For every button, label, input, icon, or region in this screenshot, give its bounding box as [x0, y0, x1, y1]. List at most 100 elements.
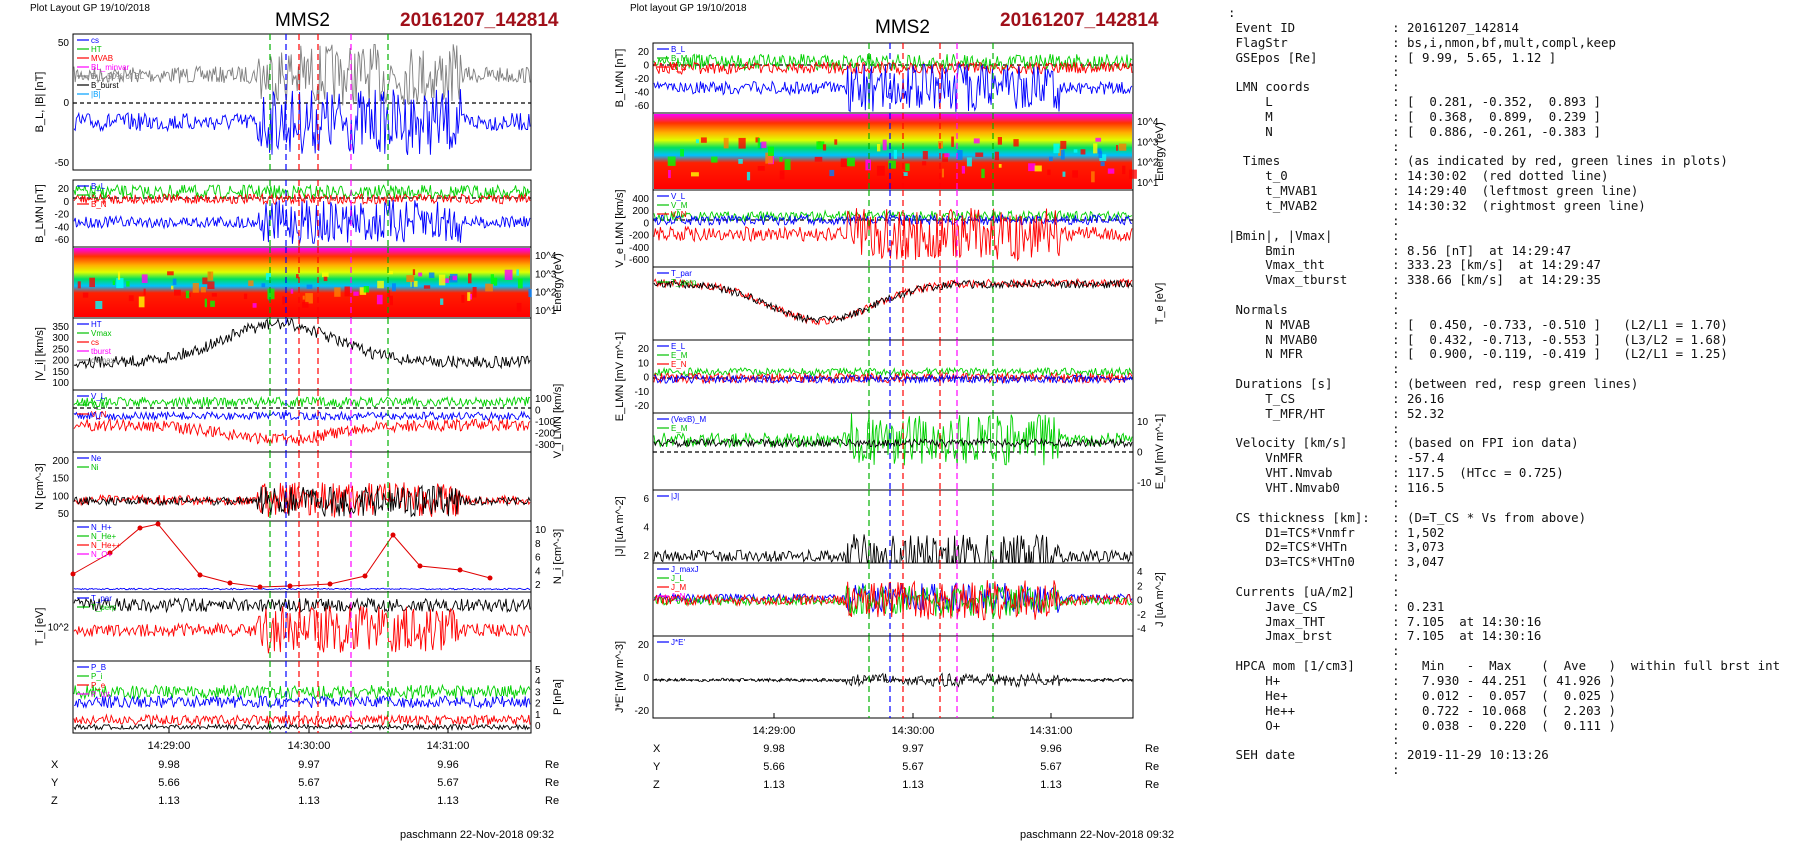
x-tick-label: 14:30:00 [892, 725, 935, 737]
y-tick-label: -60 [55, 235, 70, 246]
legend-label: cs [91, 338, 99, 347]
left-ephemeris-table: X 9.98 9.97 9.96 Re Y 5.66 5.67 5.67 Re Z 1.13 1.13 1… [51, 759, 559, 807]
series-line [653, 437, 1133, 449]
legend-label: N_H+ [91, 523, 112, 532]
series-line [73, 44, 531, 107]
y-tick-label: 300 [52, 333, 69, 344]
x-tick-label: 14:30:00 [288, 740, 331, 752]
spectrogram-texture [207, 271, 214, 281]
summary-line: D3=TCS*VHTn0 : 3,047 [1228, 554, 1445, 570]
spectrogram-texture [528, 289, 532, 298]
y-tick-label: 0 [535, 406, 541, 417]
y-tick-label: 350 [52, 322, 69, 333]
ephemeris-value: 9.98 [763, 743, 784, 755]
legend-label: N_He+ [91, 532, 116, 541]
spectrogram-texture [306, 284, 313, 289]
spectrogram-texture [761, 141, 767, 149]
spectrogram-texture [359, 287, 367, 295]
summary-line: LMN coords : [1228, 79, 1400, 95]
summary-line: D1=TCS*Vnmfr : 1,502 [1228, 524, 1445, 540]
spectrogram-texture [305, 293, 313, 304]
y-tick-label: 0 [643, 373, 649, 384]
y-tick-label: 0 [643, 218, 649, 229]
spectrogram-texture [112, 280, 115, 285]
series-line [653, 62, 1133, 113]
spectrogram-texture [888, 160, 896, 169]
ephemeris-unit: Re [545, 795, 559, 807]
legend-label: Ne [91, 454, 102, 463]
spectrogram-texture [490, 274, 494, 285]
legend-label: Ni [91, 463, 99, 472]
ephemeris-value: 1.13 [1040, 779, 1061, 791]
right-panel: 20 0 -20 -40 -60 B_LMN [nT] B_LB_MB_N [614, 42, 1134, 114]
spectrogram-texture [1060, 149, 1065, 160]
spectrogram-texture [1060, 140, 1067, 149]
spectrogram-texture [1095, 137, 1102, 142]
series-line [73, 484, 531, 518]
x-tick-label: 14:31:00 [427, 740, 470, 752]
legend-label: V_M [91, 401, 108, 410]
y-axis-label: B_L, |B| [nT] [34, 72, 46, 133]
spectrogram-texture [903, 172, 908, 176]
summary-line: t_0 : 14:30:02 (red dotted line) [1228, 168, 1609, 184]
spectrogram-texture [834, 139, 838, 145]
legend-label: E_M [671, 351, 688, 360]
spectrogram-texture [200, 287, 206, 293]
right-footer: paschmann 22-Nov-2018 09:32 [1020, 829, 1174, 841]
left-time-axis: 14:29:00 14:30:00 14:31:00 [148, 728, 470, 752]
spectrogram-texture [1095, 148, 1102, 154]
spectrogram-texture [975, 152, 984, 157]
y-axis-label: J [uA m^-2] [1154, 572, 1166, 627]
spectrogram-texture [290, 288, 294, 294]
series-line [653, 213, 1133, 227]
y-tick-label: -10 [1137, 478, 1152, 489]
spectrogram-texture [784, 159, 791, 170]
summary-line: He+ : 0.012 - 0.057 ( 0.025 ) [1228, 687, 1616, 703]
spectrogram-texture [779, 170, 785, 180]
summary-line: VHT.Nmvab0 : 116.5 [1228, 480, 1445, 495]
y-axis-label: E_M [mV m^-1] [1154, 414, 1166, 489]
legend-label: P_i [91, 672, 103, 681]
legend-label: P_B [91, 663, 106, 672]
series-line [653, 413, 1133, 467]
y-tick-label: -200 [535, 429, 555, 440]
spectrogram-texture [941, 168, 944, 178]
legend-label: P_tot [91, 690, 110, 699]
legend-label: B_L 50% of BL [91, 72, 145, 81]
spectrogram-texture [757, 166, 765, 171]
series-line [653, 60, 1133, 76]
spectrogram-texture [1129, 169, 1137, 179]
series-line [73, 482, 531, 518]
y-tick-label: -20 [635, 401, 650, 412]
spectrogram-texture [469, 293, 472, 300]
summary-line: Normals : [1228, 301, 1400, 317]
spectrogram-texture [82, 292, 89, 298]
y-tick-label: 10^3 [1137, 137, 1159, 148]
series-line [653, 584, 1133, 619]
y-tick-label: -20 [635, 706, 650, 717]
ephemeris-value: 1.13 [763, 779, 784, 791]
summary-line: N MVAB : [ 0.450, -0.733, -0.510 ] (L2/L… [1228, 316, 1728, 332]
summary-line: Currents [uA/m2] : [1228, 583, 1400, 599]
legend-label: T_perp [671, 278, 697, 287]
y-tick-label: -400 [629, 243, 649, 254]
ephemeris-axis-label: Y [51, 777, 59, 789]
ephemeris-value: 1.13 [298, 795, 319, 807]
ephemeris-unit: Re [545, 777, 559, 789]
legend-label: |B| [91, 90, 101, 99]
series-line [653, 208, 1133, 262]
spectrogram-texture [1122, 165, 1126, 175]
series-line [74, 694, 531, 710]
summary-line: HPCA mom [1/cm3] : Min - Max ( Ave ) wit… [1228, 658, 1781, 674]
spectrogram-texture [334, 287, 341, 297]
legend-label: B_L [91, 182, 106, 191]
y-tick-label: 10^2 [535, 288, 557, 299]
y-tick-label: 0 [1137, 596, 1143, 607]
y-tick-label: 10^4 [535, 251, 557, 262]
spectrogram-texture [128, 295, 134, 302]
spectrogram-texture [922, 151, 928, 160]
spectrogram-texture [1058, 148, 1063, 156]
summary-line: : [1228, 494, 1400, 510]
